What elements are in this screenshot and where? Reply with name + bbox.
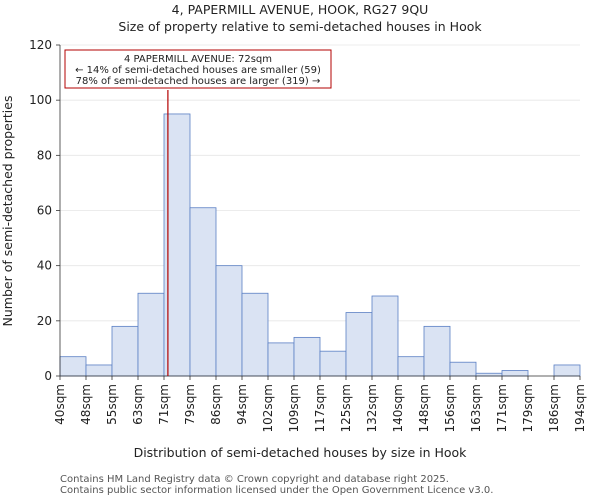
y-tick-label: 60 xyxy=(37,204,52,218)
footer-line-2: Contains public sector information licen… xyxy=(60,485,493,496)
x-tick-label: 156sqm xyxy=(443,384,457,432)
x-tick-label: 109sqm xyxy=(287,384,301,432)
x-tick-label: 132sqm xyxy=(365,384,379,432)
x-tick-label: 71sqm xyxy=(157,384,171,425)
x-tick-label: 186sqm xyxy=(547,384,561,432)
histogram-bar xyxy=(449,361,477,377)
x-tick-label: 63sqm xyxy=(131,384,145,425)
x-tick-label: 171sqm xyxy=(495,384,509,432)
histogram-bar xyxy=(59,356,87,377)
bars-layer xyxy=(59,113,581,377)
histogram-bar xyxy=(215,265,243,377)
histogram-bar xyxy=(137,292,165,377)
x-tick-label: 40sqm xyxy=(53,384,67,425)
histogram-bar xyxy=(241,292,269,377)
chart-subtitle: Size of property relative to semi-detach… xyxy=(118,19,482,34)
x-tick-label: 48sqm xyxy=(79,384,93,425)
y-tick-label: 20 xyxy=(37,314,52,328)
x-tick-label: 140sqm xyxy=(391,384,405,432)
annotation-line-1: 4 PAPERMILL AVENUE: 72sqm xyxy=(124,54,272,65)
histogram-bar xyxy=(111,325,139,377)
y-ticks: 0 20 40 60 80 100 120 xyxy=(29,38,60,383)
histogram-bar xyxy=(397,356,425,377)
annotation-line-2: ← 14% of semi-detached houses are smalle… xyxy=(75,65,321,76)
y-axis-label: Number of semi-detached properties xyxy=(0,96,15,327)
histogram-bar xyxy=(345,312,373,377)
x-axis-label: Distribution of semi-detached houses by … xyxy=(134,445,468,460)
x-tick-label: 163sqm xyxy=(469,384,483,432)
x-tick-label: 86sqm xyxy=(209,384,223,425)
x-tick-label: 179sqm xyxy=(521,384,535,432)
annotation-box: 4 PAPERMILL AVENUE: 72sqm ← 14% of semi-… xyxy=(64,49,332,89)
annotation-line-3: 78% of semi-detached houses are larger (… xyxy=(76,76,321,87)
histogram-bar xyxy=(553,364,581,377)
footer-line-1: Contains HM Land Registry data © Crown c… xyxy=(60,474,449,485)
histogram-bar xyxy=(319,350,347,377)
x-tick-label: 194sqm xyxy=(573,384,587,432)
histogram-bar xyxy=(267,342,295,377)
x-tick-label: 55sqm xyxy=(105,384,119,425)
y-tick-label: 120 xyxy=(29,38,52,52)
histogram-bar xyxy=(85,364,113,377)
x-tick-label: 102sqm xyxy=(261,384,275,432)
x-tick-label: 79sqm xyxy=(183,384,197,425)
histogram-bar xyxy=(501,370,529,377)
y-tick-label: 40 xyxy=(37,259,52,273)
chart-title: 4, PAPERMILL AVENUE, HOOK, RG27 9QU xyxy=(172,2,429,17)
y-tick-label: 80 xyxy=(37,148,52,162)
histogram-bar xyxy=(475,372,503,377)
x-ticks: 40sqm 48sqm 55sqm 63sqm 71sqm 79sqm 86sqm 94sqm… xyxy=(53,376,587,432)
y-tick-label: 100 xyxy=(29,93,52,107)
annotation-frame xyxy=(64,49,332,89)
x-tick-label: 94sqm xyxy=(235,384,249,425)
x-tick-label: 125sqm xyxy=(339,384,353,432)
histogram-bar xyxy=(293,336,321,377)
x-tick-label: 117sqm xyxy=(313,384,327,432)
x-tick-label: 148sqm xyxy=(417,384,431,432)
y-tick-label: 0 xyxy=(44,369,52,383)
histogram-bar xyxy=(189,207,217,377)
histogram-bar xyxy=(423,325,451,377)
histogram-bar xyxy=(371,295,399,377)
